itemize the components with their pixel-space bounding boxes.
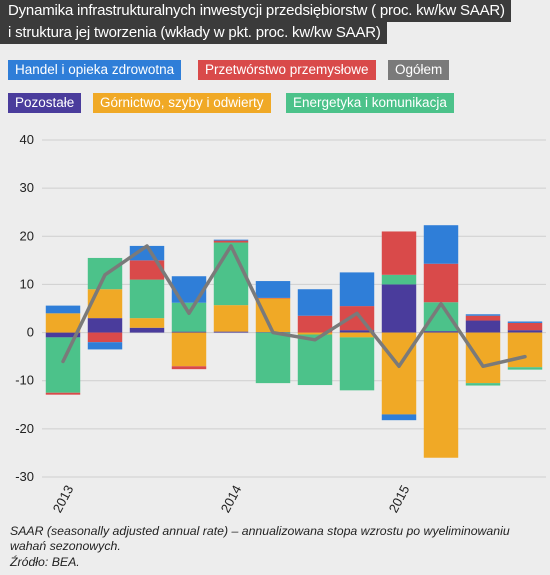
chart-title-line-1: Dynamika infrastrukturalnych inwestycji … [0,0,511,22]
chart-title-line-2: i struktura jej tworzenia (wkłady w pkt.… [0,22,387,44]
bar-gornictwo [423,332,459,458]
bar-przetworstwo [45,392,81,395]
y-tick-label: 0 [27,325,34,340]
bar-przetworstwo [423,263,459,303]
bar-energetyka [171,302,207,332]
bar-handel [507,321,543,323]
bar-handel [339,272,375,307]
bar-gornictwo [381,332,417,415]
bar-handel [45,305,81,314]
bar-pozostale [45,332,81,338]
bar-przetworstwo [381,231,417,275]
bar-handel [171,276,207,303]
bar-pozostale [381,284,417,333]
bar-gornictwo [339,332,375,338]
x-tick-label: 2013 [50,483,77,516]
y-tick-label: 30 [20,180,34,195]
source-note: Źródło: BEA. [10,555,80,569]
legend-item-pozostale: Pozostałe [8,93,82,113]
line-ogolem [61,244,527,369]
bar-przetworstwo [129,260,165,280]
bar-energetyka [465,383,501,386]
bar-pozostale [339,330,375,333]
legend-item-ogolem: Ogółem [388,60,450,80]
bar-energetyka [507,367,543,370]
bar-handel [87,342,123,350]
bar-pozostale [129,327,165,333]
bar-energetyka [297,334,333,386]
bar-przetworstwo [255,297,291,299]
bar-gornictwo [87,289,123,319]
y-tick-label: 40 [20,132,34,147]
bar-pozostale [465,320,501,333]
bar-pozostale [423,331,459,333]
legend-item-przetworstwo: Przetwórstwo przemysłowe [198,60,376,80]
legend-item-handel: Handel i opieka zdrowotna [8,60,182,80]
bar-energetyka [255,332,291,384]
bar-handel [213,239,249,241]
bar-przetworstwo [465,315,501,321]
y-tick-label: 10 [20,276,34,291]
bar-pozostale [213,331,249,333]
bar-handel [423,225,459,264]
bar-handel [381,414,417,421]
bar-pozostale [87,318,123,333]
bar-gornictwo [297,332,333,335]
bar-przetworstwo [507,322,543,331]
bar-energetyka [129,279,165,319]
bar-handel [465,314,501,316]
bar-gornictwo [507,332,543,368]
bar-przetworstwo [171,366,207,370]
bar-pozostale [171,331,207,333]
bar-energetyka [339,337,375,391]
x-tick-label: 2015 [386,483,413,516]
y-tick-label: -20 [15,421,34,436]
bar-gornictwo [171,332,207,367]
bar-energetyka [213,242,249,306]
bar-energetyka [381,274,417,285]
bar-gornictwo [45,313,81,333]
bar-handel [297,289,333,316]
bar-gornictwo [255,298,291,333]
legend-item-energetyka: Energetyka i komunikacja [286,93,454,113]
bar-handel [255,281,291,298]
bar-gornictwo [465,332,501,384]
bar-przetworstwo [297,315,333,333]
footnote: SAAR (seasonally adjusted annual rate) –… [10,524,510,553]
y-tick-label: 20 [20,228,34,243]
bar-gornictwo [213,305,249,332]
chart-title: Dynamika infrastrukturalnych inwestycji … [0,0,550,44]
bar-energetyka [423,302,459,332]
bar-energetyka [45,337,81,393]
bar-gornictwo [129,318,165,328]
bar-przetworstwo [213,240,249,243]
bar-pozostale [507,330,543,333]
x-tick-label: 2014 [218,483,245,516]
y-tick-label: -10 [15,373,34,388]
bar-przetworstwo [87,332,123,343]
legend-item-gornictwo: Górnictwo, szyby i odwierty [93,93,271,113]
stacked-bar-chart: 40 30 20 10 0 -10 -20 -30 2013 2014 2015 [15,132,546,516]
y-tick-label: -30 [15,469,34,484]
